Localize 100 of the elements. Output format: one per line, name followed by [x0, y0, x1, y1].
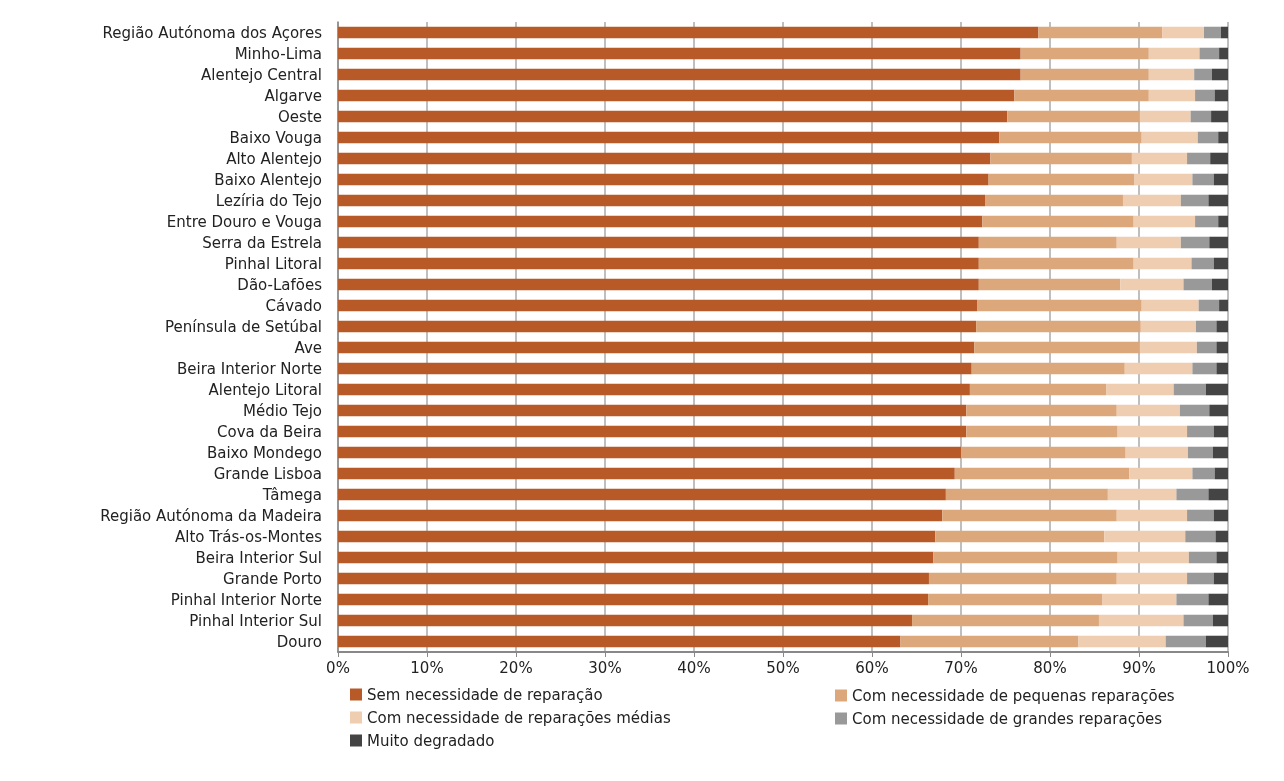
bar	[1219, 299, 1228, 312]
bar	[338, 89, 1015, 102]
bar	[1124, 362, 1193, 375]
bar	[966, 425, 1118, 438]
y-tick-label: Península de Setúbal	[165, 317, 322, 336]
bar	[1192, 173, 1214, 186]
bar	[971, 362, 1125, 375]
bar	[1218, 215, 1228, 228]
y-tick-label: Médio Tejo	[243, 401, 322, 420]
bar	[978, 236, 1117, 249]
bar	[1140, 320, 1196, 333]
y-tick-label: Baixo Alentejo	[214, 170, 322, 189]
bar	[1213, 173, 1228, 186]
bar	[338, 236, 979, 249]
bar	[954, 467, 1130, 480]
bar	[1148, 89, 1196, 102]
bar	[338, 425, 967, 438]
y-tick-label: Baixo Vouga	[229, 128, 322, 147]
y-tick-label: Tâmega	[261, 485, 322, 504]
bar	[1187, 509, 1214, 522]
bar	[1187, 425, 1214, 438]
bar	[1209, 236, 1228, 249]
x-tick-label: 100%	[1206, 658, 1250, 677]
bar	[338, 635, 901, 648]
bar	[982, 215, 1134, 228]
bar	[928, 593, 1103, 606]
y-tick-label: Baixo Mondego	[206, 443, 322, 462]
legend-label: Sem necessidade de reparação	[367, 685, 603, 704]
bar	[900, 635, 1079, 648]
bar	[974, 341, 1140, 354]
bar	[1129, 467, 1193, 480]
bar	[1131, 152, 1188, 165]
bar	[1134, 173, 1193, 186]
bar	[1038, 26, 1163, 39]
bar	[338, 110, 1008, 123]
bar	[1205, 383, 1228, 396]
bar	[1199, 47, 1220, 60]
y-tick-label: Beira Interior Norte	[177, 359, 322, 378]
bar	[338, 509, 943, 522]
bar	[990, 152, 1132, 165]
x-tick-label: 80%	[1033, 658, 1067, 677]
y-tick-label: Alentejo Litoral	[208, 380, 322, 399]
legend-label: Com necessidade de pequenas reparações	[852, 686, 1175, 705]
bar	[1173, 383, 1206, 396]
bar	[1183, 614, 1213, 627]
bar	[338, 215, 983, 228]
bar	[338, 68, 1021, 81]
bar	[338, 467, 955, 480]
bar	[1139, 110, 1191, 123]
y-tick-label: Algarve	[264, 86, 322, 105]
y-tick-label: Serra da Estrela	[202, 233, 322, 252]
bar	[1203, 26, 1221, 39]
bar	[1216, 341, 1228, 354]
bar	[1213, 572, 1228, 585]
y-tick-label: Grande Lisboa	[213, 464, 322, 483]
bar	[1190, 110, 1212, 123]
y-tick-label: Pinhal Interior Norte	[170, 590, 322, 609]
bar	[1120, 278, 1184, 291]
bar	[1188, 551, 1217, 564]
x-tick-label: 20%	[499, 658, 533, 677]
bar	[1141, 299, 1199, 312]
bar	[1098, 614, 1184, 627]
bar	[1162, 26, 1204, 39]
bar	[1211, 110, 1228, 123]
bar	[1212, 446, 1228, 459]
bar	[338, 572, 929, 585]
bar	[1180, 236, 1210, 249]
y-tick-label: Entre Douro e Vouga	[166, 212, 322, 231]
bar	[338, 551, 934, 564]
bar	[1195, 215, 1219, 228]
bar	[945, 488, 1108, 501]
bar	[1213, 425, 1228, 438]
y-tick-label: Cávado	[265, 296, 322, 315]
bar	[338, 173, 989, 186]
bar	[1020, 68, 1149, 81]
bar	[1196, 341, 1217, 354]
bar	[1102, 593, 1177, 606]
bar	[1133, 257, 1192, 270]
bar	[1176, 593, 1209, 606]
bar	[1125, 446, 1188, 459]
bar	[1107, 488, 1177, 501]
y-tick-label: Alto Trás-os-Montes	[174, 527, 323, 546]
bar	[1116, 236, 1181, 249]
x-tick-label: 30%	[588, 658, 622, 677]
y-tick-label: Alentejo Central	[200, 65, 322, 84]
bar	[1198, 299, 1220, 312]
y-tick-label: Minho-Lima	[234, 44, 322, 63]
bar	[1117, 425, 1188, 438]
bar	[338, 530, 936, 543]
bar	[1192, 467, 1215, 480]
bar	[1187, 572, 1214, 585]
bar	[1219, 47, 1228, 60]
bar	[338, 320, 977, 333]
bar	[1192, 362, 1217, 375]
bar	[969, 383, 1107, 396]
y-tick-label: Pinhal Interior Sul	[189, 611, 322, 630]
bar	[1007, 110, 1140, 123]
x-tick-label: 50%	[766, 658, 800, 677]
y-tick-label: Pinhal Litoral	[224, 254, 322, 273]
bar	[928, 572, 1117, 585]
